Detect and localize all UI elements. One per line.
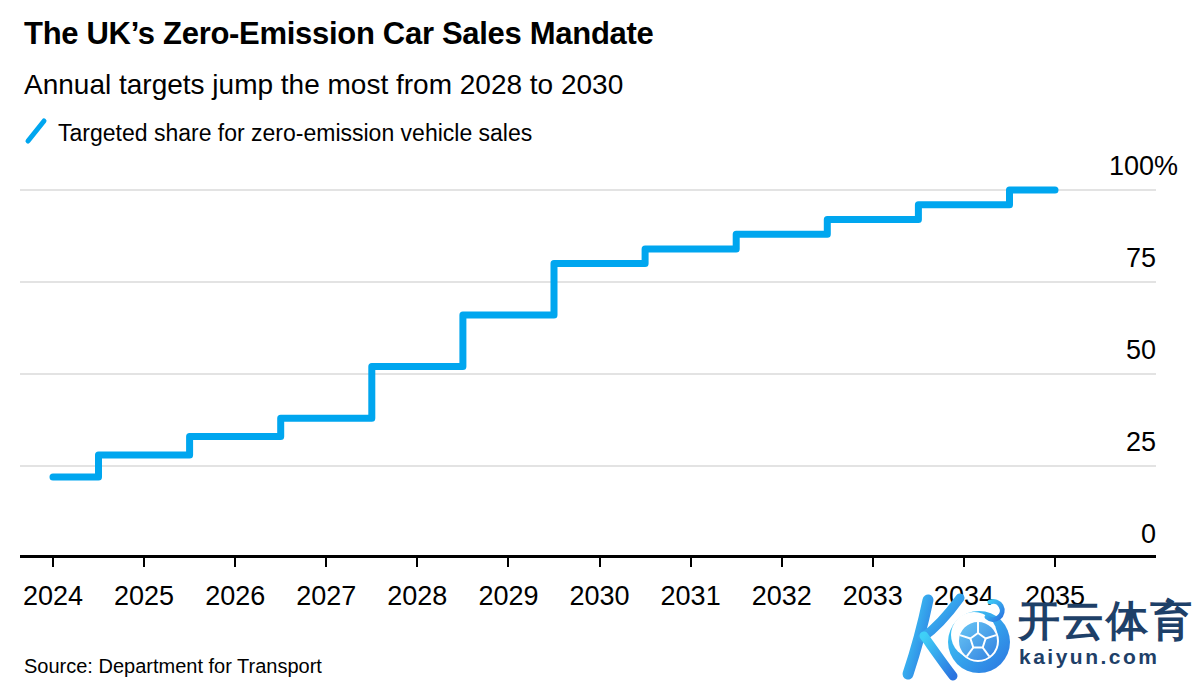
x-axis-tick-2031 xyxy=(690,558,692,567)
x-axis-tick-2025 xyxy=(143,558,145,567)
y-axis-label-0: 0 xyxy=(1026,519,1156,550)
y-axis-label-100: 100% xyxy=(1048,151,1178,182)
gridline-50 xyxy=(20,373,1156,375)
x-axis-tick-2027 xyxy=(325,558,327,567)
watermark-brand-name: 开云体育 xyxy=(1018,600,1192,642)
x-axis-tick-2035 xyxy=(1054,558,1056,567)
watermark: 开云体育 kaiyun.com xyxy=(898,590,1192,684)
gridline-75 xyxy=(20,281,1156,283)
y-axis-label-25: 25 xyxy=(1026,427,1156,458)
legend-line-icon xyxy=(24,117,48,149)
x-axis-tick-2029 xyxy=(507,558,509,567)
chart-page: The UK’s Zero-Emission Car Sales Mandate… xyxy=(0,0,1192,694)
chart-subtitle: Annual targets jump the most from 2028 t… xyxy=(24,69,623,101)
x-axis-tick-2030 xyxy=(599,558,601,567)
x-axis-tick-2024 xyxy=(52,558,54,567)
x-axis-line xyxy=(20,555,1156,558)
x-axis-tick-2026 xyxy=(234,558,236,567)
watermark-brand-url: kaiyun.com xyxy=(1019,646,1160,667)
gridline-100 xyxy=(20,189,1156,191)
kaiyun-logo-icon xyxy=(898,592,1012,688)
legend-label: Targeted share for zero-emission vehicle… xyxy=(58,120,532,147)
gridline-25 xyxy=(20,465,1156,467)
x-axis-tick-2032 xyxy=(781,558,783,567)
legend: Targeted share for zero-emission vehicle… xyxy=(24,117,532,149)
source-note: Source: Department for Transport xyxy=(24,655,322,678)
x-axis-tick-2033 xyxy=(872,558,874,567)
y-axis-label-50: 50 xyxy=(1026,335,1156,366)
y-axis-label-75: 75 xyxy=(1026,243,1156,274)
x-axis-tick-2028 xyxy=(416,558,418,567)
x-axis-tick-2034 xyxy=(963,558,965,567)
page-title: The UK’s Zero-Emission Car Sales Mandate xyxy=(24,16,653,52)
